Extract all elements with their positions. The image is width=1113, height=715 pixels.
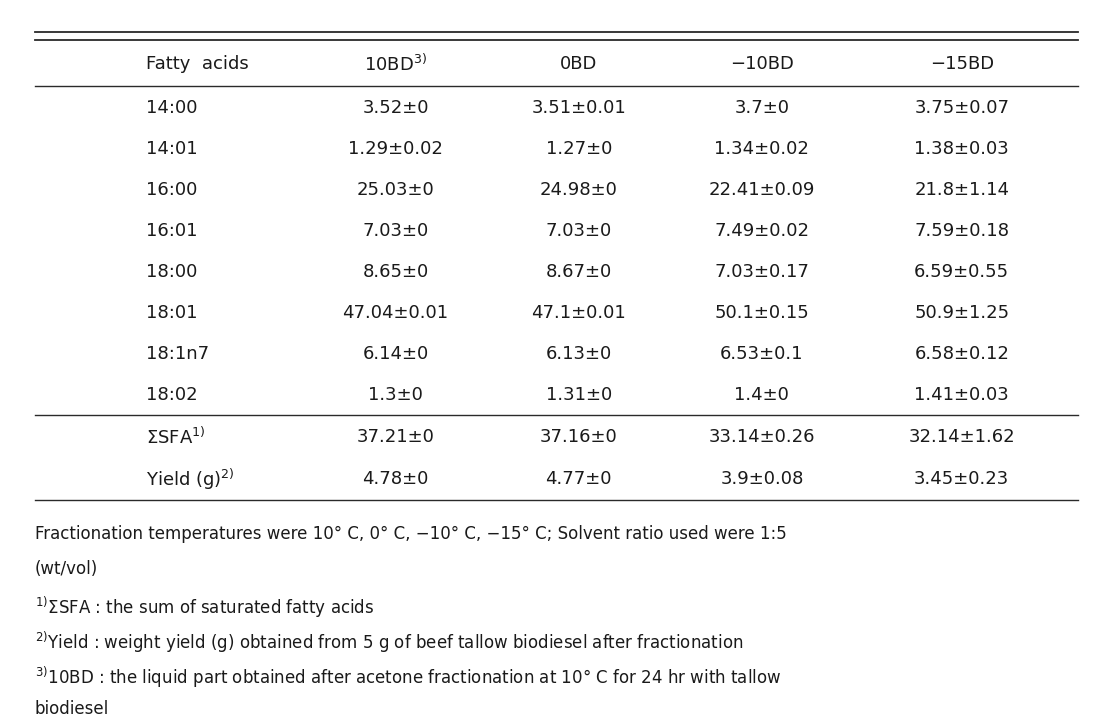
Text: 33.14±0.26: 33.14±0.26 [709, 428, 815, 446]
Text: 8.67±0: 8.67±0 [545, 263, 612, 281]
Text: 7.59±0.18: 7.59±0.18 [914, 222, 1009, 240]
Text: −15BD: −15BD [929, 55, 994, 73]
Text: (wt/vol): (wt/vol) [35, 561, 98, 578]
Text: 50.9±1.25: 50.9±1.25 [914, 304, 1009, 322]
Text: $^{2)}$Yield : weight yield (g) obtained from 5 g of beef tallow biodiesel after: $^{2)}$Yield : weight yield (g) obtained… [35, 630, 743, 656]
Text: 14:00: 14:00 [146, 99, 197, 117]
Text: 1.38±0.03: 1.38±0.03 [915, 139, 1009, 157]
Text: 25.03±0: 25.03±0 [356, 181, 434, 199]
Text: 18:02: 18:02 [146, 386, 197, 404]
Text: Yield (g)$^{2)}$: Yield (g)$^{2)}$ [146, 467, 235, 492]
Text: 3.75±0.07: 3.75±0.07 [914, 99, 1009, 117]
Text: Fatty  acids: Fatty acids [146, 55, 248, 73]
Text: 10BD$^{3)}$: 10BD$^{3)}$ [364, 54, 427, 75]
Text: 16:00: 16:00 [146, 181, 197, 199]
Text: −10BD: −10BD [730, 55, 794, 73]
Text: 1.41±0.03: 1.41±0.03 [915, 386, 1009, 404]
Text: 18:1n7: 18:1n7 [146, 345, 209, 363]
Text: 6.14±0: 6.14±0 [363, 345, 429, 363]
Text: 6.13±0: 6.13±0 [545, 345, 612, 363]
Text: 7.03±0: 7.03±0 [363, 222, 429, 240]
Text: 7.49±0.02: 7.49±0.02 [715, 222, 809, 240]
Text: 32.14±1.62: 32.14±1.62 [908, 428, 1015, 446]
Text: 8.65±0: 8.65±0 [363, 263, 429, 281]
Text: 14:01: 14:01 [146, 139, 197, 157]
Text: 1.31±0: 1.31±0 [545, 386, 612, 404]
Text: 3.51±0.01: 3.51±0.01 [531, 99, 627, 117]
Text: 1.29±0.02: 1.29±0.02 [348, 139, 443, 157]
Text: 1.3±0: 1.3±0 [368, 386, 423, 404]
Text: 3.45±0.23: 3.45±0.23 [914, 470, 1009, 488]
Text: 1.4±0: 1.4±0 [735, 386, 789, 404]
Text: 16:01: 16:01 [146, 222, 197, 240]
Text: 7.03±0.17: 7.03±0.17 [715, 263, 809, 281]
Text: 18:01: 18:01 [146, 304, 197, 322]
Text: 37.16±0: 37.16±0 [540, 428, 618, 446]
Text: 21.8±1.14: 21.8±1.14 [914, 181, 1009, 199]
Text: 1.27±0: 1.27±0 [545, 139, 612, 157]
Text: 3.52±0: 3.52±0 [362, 99, 429, 117]
Text: 4.77±0: 4.77±0 [545, 470, 612, 488]
Text: 24.98±0: 24.98±0 [540, 181, 618, 199]
Text: 47.1±0.01: 47.1±0.01 [531, 304, 627, 322]
Text: 3.7±0: 3.7±0 [735, 99, 789, 117]
Text: 7.03±0: 7.03±0 [545, 222, 612, 240]
Text: Fractionation temperatures were 10° C, 0° C, −10° C, −15° C; Solvent ratio used : Fractionation temperatures were 10° C, 0… [35, 526, 787, 543]
Text: ΣSFA$^{1)}$: ΣSFA$^{1)}$ [146, 426, 205, 448]
Text: 50.1±0.15: 50.1±0.15 [715, 304, 809, 322]
Text: $^{1)}$ΣSFA : the sum of saturated fatty acids: $^{1)}$ΣSFA : the sum of saturated fatty… [35, 596, 374, 621]
Text: 6.59±0.55: 6.59±0.55 [914, 263, 1009, 281]
Text: 18:00: 18:00 [146, 263, 197, 281]
Text: 6.53±0.1: 6.53±0.1 [720, 345, 804, 363]
Text: 0BD: 0BD [560, 55, 598, 73]
Text: biodiesel: biodiesel [35, 700, 109, 715]
Text: 4.78±0: 4.78±0 [363, 470, 429, 488]
Text: 1.34±0.02: 1.34±0.02 [715, 139, 809, 157]
Text: $^{3)}$10BD : the liquid part obtained after acetone fractionation at 10° C for : $^{3)}$10BD : the liquid part obtained a… [35, 665, 781, 691]
Text: 6.58±0.12: 6.58±0.12 [914, 345, 1009, 363]
Text: 3.9±0.08: 3.9±0.08 [720, 470, 804, 488]
Text: 37.21±0: 37.21±0 [356, 428, 434, 446]
Text: 22.41±0.09: 22.41±0.09 [709, 181, 815, 199]
Text: 47.04±0.01: 47.04±0.01 [343, 304, 449, 322]
